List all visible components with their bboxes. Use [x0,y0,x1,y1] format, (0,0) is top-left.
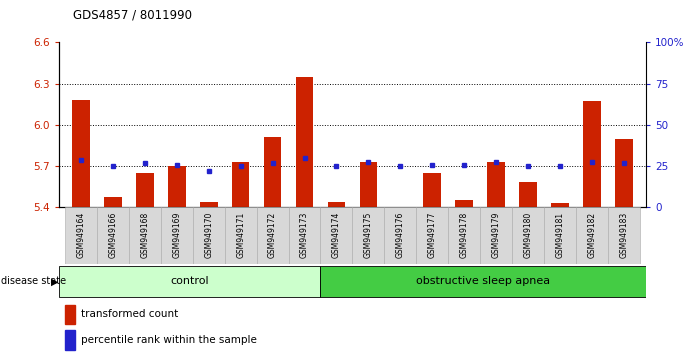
Text: percentile rank within the sample: percentile rank within the sample [81,335,257,345]
FancyBboxPatch shape [512,207,544,264]
FancyBboxPatch shape [129,207,161,264]
FancyBboxPatch shape [193,207,225,264]
FancyBboxPatch shape [289,207,321,264]
Text: GSM949180: GSM949180 [524,212,533,258]
Bar [65,330,75,350]
FancyBboxPatch shape [321,266,646,297]
Text: GSM949164: GSM949164 [77,212,86,258]
Bar [328,201,346,207]
Text: obstructive sleep apnea: obstructive sleep apnea [416,276,550,286]
Bar [551,203,569,207]
Text: GSM949170: GSM949170 [205,212,214,258]
FancyBboxPatch shape [608,207,640,264]
Text: GSM949171: GSM949171 [236,212,245,258]
Text: GSM949181: GSM949181 [556,212,565,258]
Bar [73,100,90,207]
Bar [232,162,249,207]
Text: GSM949166: GSM949166 [108,212,117,258]
Text: GSM949179: GSM949179 [491,212,500,258]
FancyBboxPatch shape [65,207,97,264]
Text: GSM949177: GSM949177 [428,212,437,258]
Bar [296,77,313,207]
Bar [200,201,218,207]
FancyBboxPatch shape [544,207,576,264]
Bar [65,304,75,324]
Bar [136,173,153,207]
FancyBboxPatch shape [256,207,289,264]
FancyBboxPatch shape [576,207,608,264]
Text: GSM949178: GSM949178 [460,212,468,258]
Bar [264,137,281,207]
Bar [487,162,505,207]
Bar [104,198,122,207]
Text: GSM949175: GSM949175 [364,212,373,258]
Text: GSM949176: GSM949176 [396,212,405,258]
FancyBboxPatch shape [352,207,384,264]
Text: ▶: ▶ [51,276,59,286]
Bar [359,162,377,207]
FancyBboxPatch shape [161,207,193,264]
Text: GSM949168: GSM949168 [140,212,149,258]
Text: GSM949183: GSM949183 [619,212,628,258]
FancyBboxPatch shape [448,207,480,264]
FancyBboxPatch shape [225,207,256,264]
FancyBboxPatch shape [321,207,352,264]
Bar [583,102,600,207]
Text: GSM949174: GSM949174 [332,212,341,258]
Text: GDS4857 / 8011990: GDS4857 / 8011990 [73,8,191,21]
Bar [455,200,473,207]
Text: GSM949173: GSM949173 [300,212,309,258]
Text: GSM949169: GSM949169 [172,212,181,258]
Text: GSM949182: GSM949182 [587,212,596,258]
Bar [424,173,441,207]
Bar [519,182,537,207]
FancyBboxPatch shape [384,207,416,264]
Bar [168,166,186,207]
FancyBboxPatch shape [416,207,448,264]
FancyBboxPatch shape [59,266,321,297]
Text: disease state: disease state [1,276,69,286]
Text: control: control [170,276,209,286]
FancyBboxPatch shape [480,207,512,264]
Bar [615,138,632,207]
Text: transformed count: transformed count [81,309,178,320]
Text: GSM949172: GSM949172 [268,212,277,258]
FancyBboxPatch shape [97,207,129,264]
